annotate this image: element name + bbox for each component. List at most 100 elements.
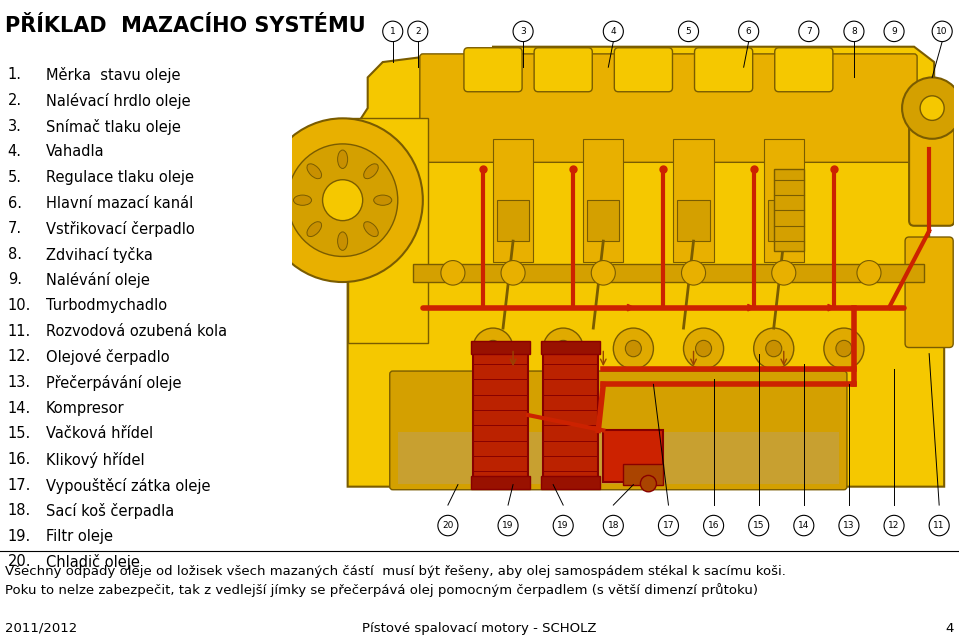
Circle shape (794, 515, 814, 536)
Bar (623, 464, 664, 485)
Circle shape (929, 515, 949, 536)
Circle shape (408, 21, 428, 42)
Ellipse shape (338, 150, 347, 169)
Text: 13.: 13. (8, 375, 31, 390)
Circle shape (473, 328, 513, 369)
Circle shape (749, 515, 769, 536)
Bar (471, 476, 530, 488)
Text: PŘÍKLAD  MAZACÍHO SYSTÉMU: PŘÍKLAD MAZACÍHO SYSTÉMU (5, 16, 365, 36)
Text: Přečerpávání oleje: Přečerpávání oleje (46, 375, 181, 391)
Text: Vahadla: Vahadla (46, 144, 105, 159)
Bar (603, 430, 664, 481)
Text: Regulace tlaku oleje: Regulace tlaku oleje (46, 170, 194, 185)
Text: 1.: 1. (8, 67, 22, 82)
Text: Všechny odpady oleje od ložisek všech mazaných částí  musí být řešeny, aby olej : Všechny odpady oleje od ložisek všech ma… (5, 565, 785, 578)
Text: Hlavní mazací kanál: Hlavní mazací kanál (46, 196, 194, 210)
Text: Poku to nelze zabezpečit, tak z vedlejší jímky se přečerpává olej pomocným čerpa: Poku to nelze zabezpečit, tak z vedlejší… (5, 583, 758, 597)
Text: Sací koš čerpadla: Sací koš čerpadla (46, 503, 175, 519)
Text: Olejové čerpadlo: Olejové čerpadlo (46, 349, 170, 365)
Text: Měrka  stavu oleje: Měrka stavu oleje (46, 67, 180, 83)
Circle shape (625, 340, 642, 357)
Text: 6.: 6. (8, 196, 22, 210)
Circle shape (501, 260, 526, 285)
Bar (471, 342, 530, 354)
Circle shape (884, 21, 904, 42)
Text: 6: 6 (746, 27, 752, 36)
Circle shape (543, 328, 583, 369)
Bar (398, 433, 839, 483)
Circle shape (555, 340, 572, 357)
Text: Rozvodová ozubená kola: Rozvodová ozubená kola (46, 324, 227, 338)
Text: 15: 15 (753, 521, 764, 530)
Bar (673, 139, 713, 262)
Text: 19: 19 (503, 521, 514, 530)
Text: Vypouštěcí zátka oleje: Vypouštěcí zátka oleje (46, 478, 211, 494)
Text: 20.: 20. (8, 554, 32, 569)
Circle shape (920, 96, 945, 121)
Bar (347, 119, 428, 344)
Circle shape (684, 328, 724, 369)
Text: Snímač tlaku oleje: Snímač tlaku oleje (46, 119, 181, 135)
Text: 11: 11 (933, 521, 945, 530)
Circle shape (513, 21, 533, 42)
Text: Chladič oleje: Chladič oleje (46, 554, 140, 570)
Circle shape (438, 515, 458, 536)
Circle shape (884, 515, 904, 536)
Text: 2: 2 (415, 27, 421, 36)
Circle shape (498, 515, 518, 536)
Text: Turbodmychadlo: Turbodmychadlo (46, 298, 167, 313)
Text: Zdvihací tyčka: Zdvihací tyčka (46, 247, 152, 263)
Circle shape (902, 78, 959, 139)
Bar (774, 169, 804, 251)
Text: 12: 12 (888, 521, 900, 530)
Bar (541, 342, 600, 354)
Circle shape (772, 260, 796, 285)
Circle shape (659, 515, 679, 536)
Text: 20: 20 (442, 521, 454, 530)
Text: Kompresor: Kompresor (46, 401, 125, 415)
Circle shape (836, 340, 852, 357)
Text: 8: 8 (851, 27, 856, 36)
Circle shape (603, 515, 623, 536)
Text: Nalévací hrdlo oleje: Nalévací hrdlo oleje (46, 93, 191, 109)
Text: 16.: 16. (8, 452, 31, 467)
Text: 4: 4 (611, 27, 616, 36)
Text: 12.: 12. (8, 349, 31, 364)
Text: 19: 19 (557, 521, 569, 530)
FancyBboxPatch shape (615, 47, 672, 92)
Ellipse shape (307, 222, 321, 237)
Text: Vačková hřídel: Vačková hřídel (46, 426, 153, 441)
Circle shape (844, 21, 864, 42)
Bar (587, 200, 620, 241)
Ellipse shape (374, 195, 392, 205)
Circle shape (678, 21, 698, 42)
Text: Pístové spalovací motory - SCHOLZ: Pístové spalovací motory - SCHOLZ (363, 622, 596, 635)
Bar (497, 200, 529, 241)
Circle shape (441, 260, 465, 285)
Circle shape (695, 340, 712, 357)
Ellipse shape (307, 164, 321, 179)
Text: 3: 3 (520, 27, 526, 36)
Polygon shape (347, 47, 945, 487)
Bar (473, 349, 528, 481)
Bar (763, 139, 804, 262)
Circle shape (288, 144, 398, 256)
Circle shape (322, 179, 363, 221)
Bar (768, 200, 800, 241)
Circle shape (765, 340, 782, 357)
Text: 2011/2012: 2011/2012 (5, 622, 77, 635)
Bar (412, 263, 924, 282)
Text: 17: 17 (663, 521, 674, 530)
Text: 9: 9 (891, 27, 897, 36)
Text: 10.: 10. (8, 298, 31, 313)
Text: 3.: 3. (8, 119, 21, 133)
Text: 18.: 18. (8, 503, 31, 518)
Text: 9.: 9. (8, 272, 22, 287)
Text: 4: 4 (946, 622, 954, 635)
Circle shape (932, 21, 952, 42)
FancyBboxPatch shape (464, 47, 522, 92)
Circle shape (641, 476, 656, 492)
Text: 14: 14 (798, 521, 809, 530)
Text: 13: 13 (843, 521, 854, 530)
Text: 18: 18 (608, 521, 620, 530)
